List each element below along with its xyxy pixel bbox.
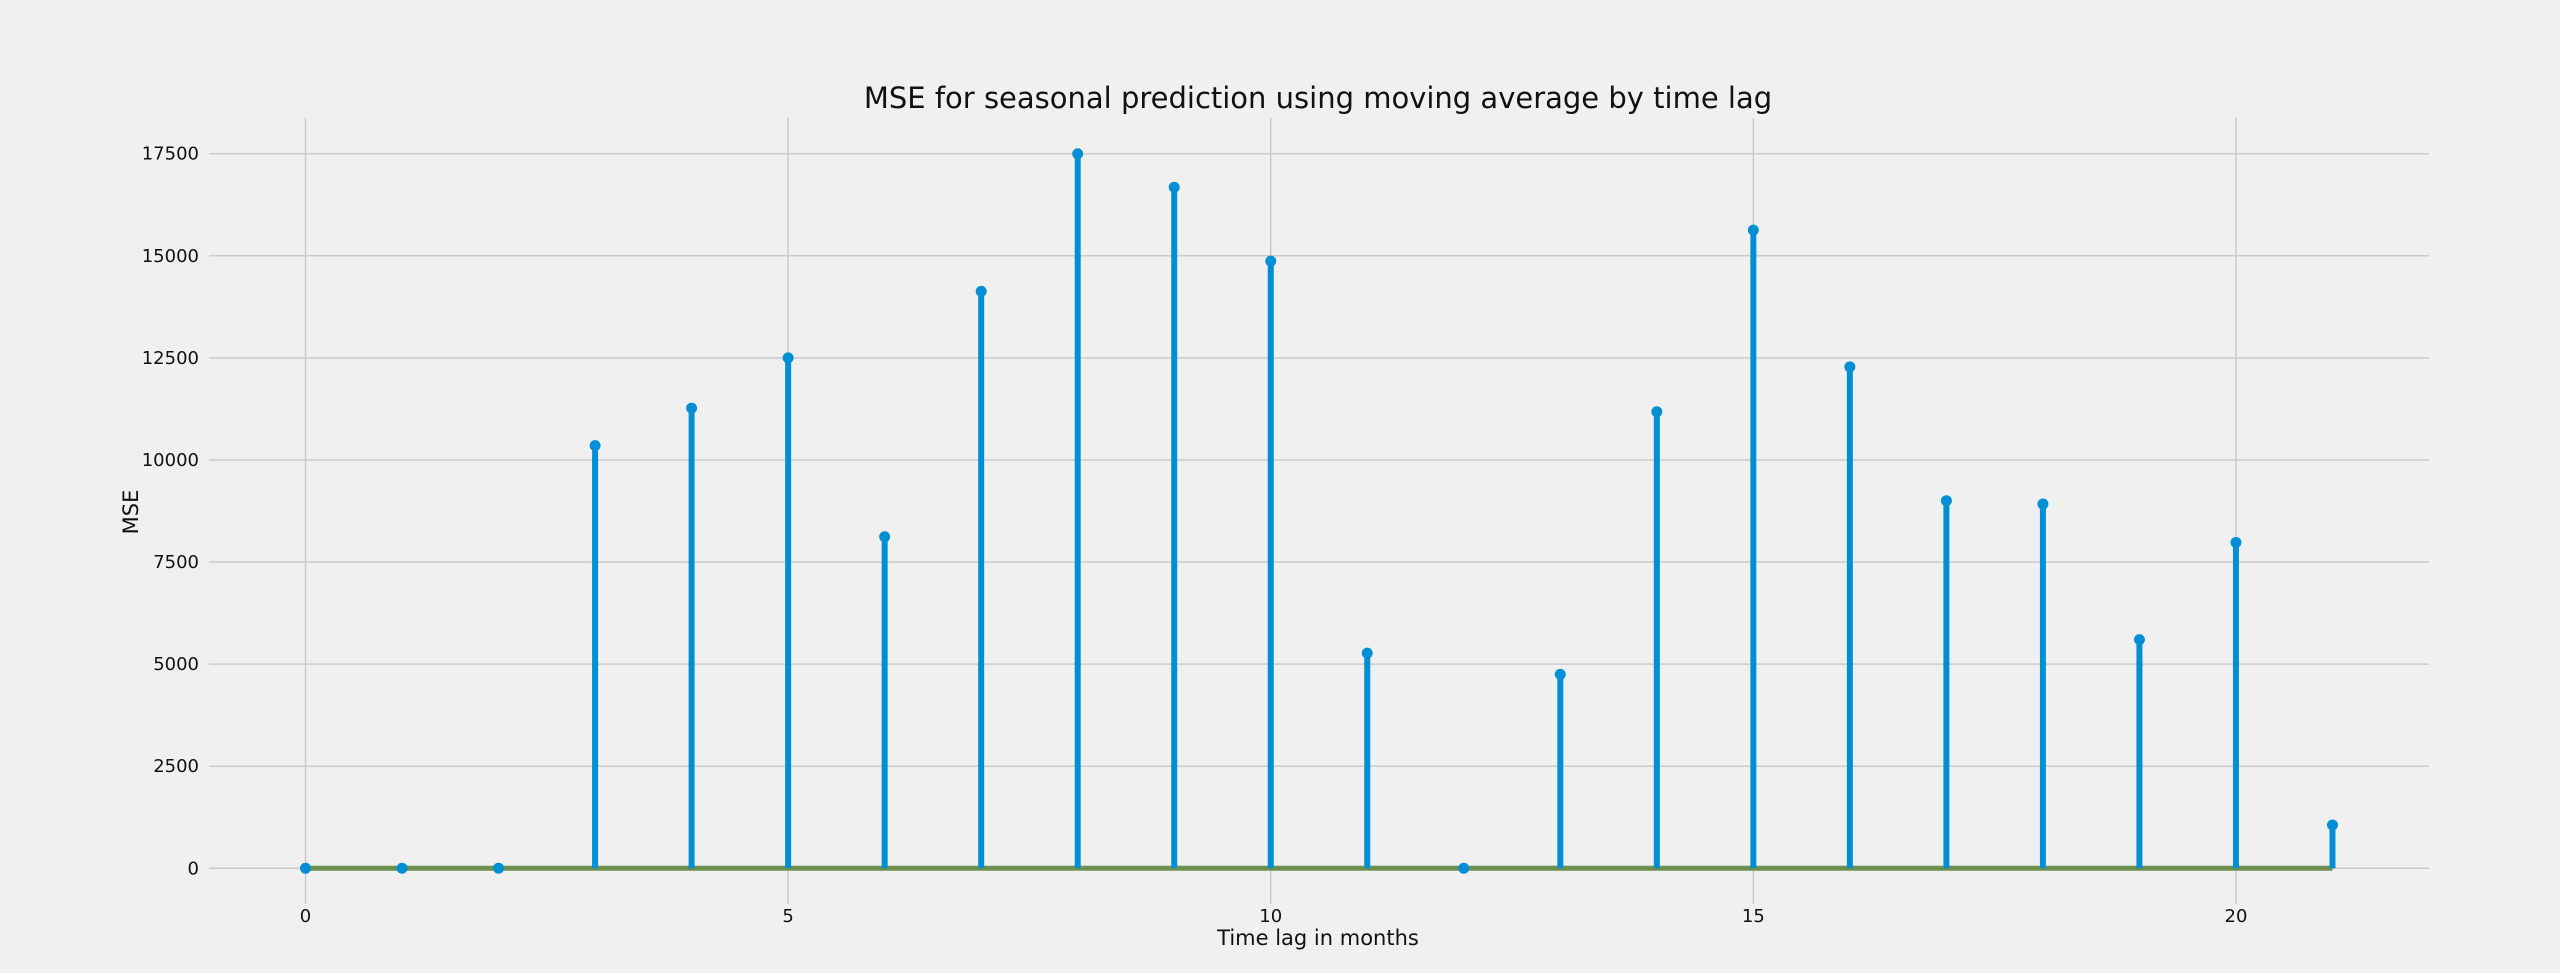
stem-marker: [1651, 406, 1663, 418]
stem-marker: [2326, 819, 2338, 831]
y-tick-label: 12500: [142, 348, 199, 369]
stem-marker: [782, 352, 794, 364]
y-tick-label: 2500: [153, 756, 199, 777]
x-tick-label: 5: [782, 906, 793, 927]
stem-marker: [2133, 634, 2145, 646]
stem-marker: [493, 862, 505, 874]
stem-marker: [1361, 647, 1373, 659]
y-tick-label: 15000: [142, 246, 199, 267]
stem-marker: [2037, 498, 2049, 510]
y-tick-label: 10000: [142, 450, 199, 471]
x-axis-title: Time lag in months: [1216, 926, 1419, 950]
x-tick-label: 0: [300, 906, 311, 927]
stem-marker: [1554, 668, 1566, 680]
y-tick-label: 5000: [153, 654, 199, 675]
stem-marker: [879, 531, 891, 543]
stem-marker: [1844, 361, 1856, 373]
stem-marker: [1265, 255, 1277, 267]
stem-marker: [396, 862, 408, 874]
y-tick-label: 7500: [153, 552, 199, 573]
y-tick-labels: 0 2500 5000 7500 10000 12500 15000 17500: [142, 144, 199, 880]
x-tick-label: 10: [1259, 906, 1282, 927]
x-tick-labels: 0 5 10 15 20: [300, 906, 2248, 927]
markers-layer: [300, 148, 2338, 874]
y-axis-title: MSE: [119, 490, 143, 535]
stem-marker: [1747, 224, 1759, 236]
x-tick-label: 20: [2225, 906, 2248, 927]
stems-layer: [592, 153, 2336, 869]
y-tick-label: 0: [188, 858, 199, 879]
stem-marker: [1168, 181, 1180, 193]
stem-marker: [2230, 536, 2242, 548]
y-tick-label: 17500: [142, 144, 199, 165]
stem-marker: [589, 440, 601, 452]
chart-title: MSE for seasonal prediction using moving…: [864, 81, 1772, 115]
stem-marker: [300, 862, 312, 874]
x-tick-label: 15: [1742, 906, 1765, 927]
stem-marker: [975, 285, 987, 297]
stem-marker: [1072, 148, 1084, 160]
stem-marker: [1940, 495, 1952, 507]
stem-marker: [686, 402, 698, 414]
grid-lines: [209, 118, 2429, 904]
stem-marker: [1458, 862, 1470, 874]
